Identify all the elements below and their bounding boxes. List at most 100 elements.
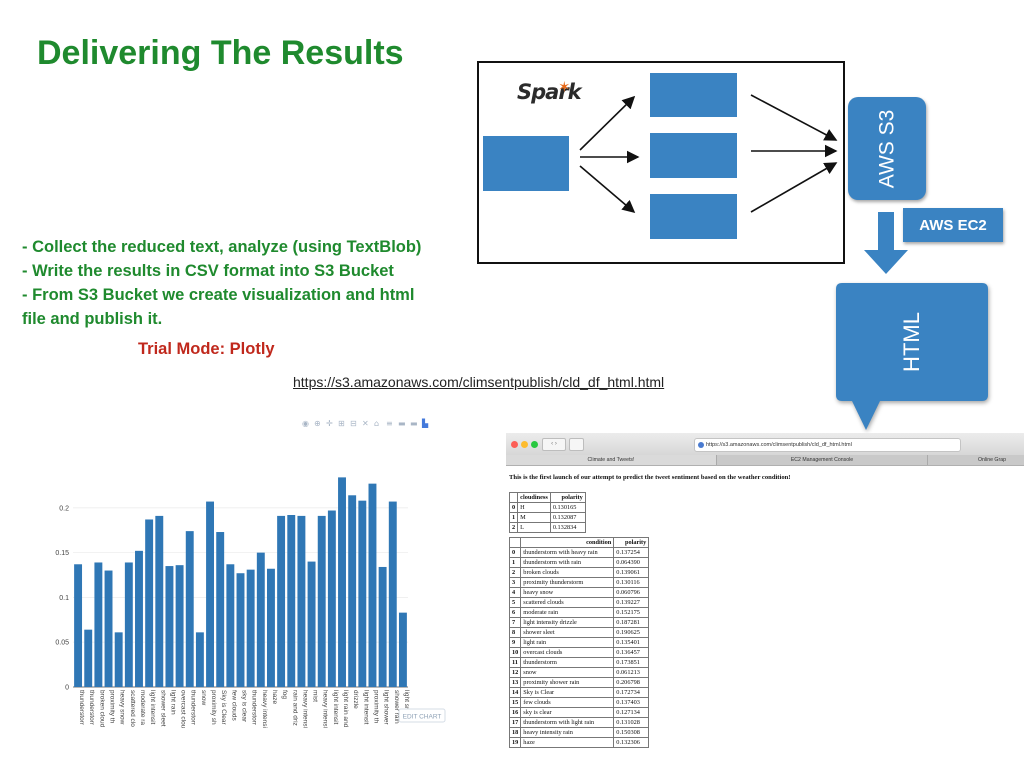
bar[interactable]: [338, 477, 346, 687]
tab-climate[interactable]: Climate and Tweets!: [506, 455, 717, 465]
table-row: 0 H 0.130165: [508, 502, 586, 513]
bar[interactable]: [297, 515, 306, 687]
bar[interactable]: [277, 515, 286, 687]
maximize-window-button[interactable]: [531, 441, 538, 448]
y-tick-label: 0.05: [55, 640, 69, 647]
bar[interactable]: [368, 483, 377, 687]
bar[interactable]: [145, 519, 154, 687]
bullet-item: file and publish it.: [22, 310, 163, 328]
bar[interactable]: [358, 500, 367, 687]
hover-compare-icon[interactable]: ▬: [410, 419, 418, 428]
spike-lines-icon[interactable]: ≡: [386, 419, 393, 428]
y-tick-label: 0.2: [59, 505, 69, 512]
table-cell: 0.187281: [613, 617, 650, 628]
x-tick-label: proximity sh: [210, 690, 217, 725]
bar[interactable]: [216, 532, 225, 687]
bar[interactable]: [256, 552, 265, 687]
hover-closest-icon[interactable]: ▬: [398, 419, 406, 428]
browser-url-bar[interactable]: https://s3.amazonaws.com/climsentpublish…: [694, 438, 961, 452]
bar[interactable]: [378, 566, 387, 687]
table-cell: heavy snow: [520, 587, 615, 598]
bar[interactable]: [388, 501, 397, 687]
table-header-cell: [508, 492, 519, 503]
tab-online-graph[interactable]: Online Grap: [978, 457, 1006, 463]
table-header-row: condition polarity: [508, 537, 650, 548]
back-forward-buttons[interactable]: ‹ ›: [542, 438, 566, 451]
bar[interactable]: [236, 573, 245, 687]
aws-s3-label: AWS S3: [875, 109, 899, 188]
bar[interactable]: [135, 550, 143, 687]
bar[interactable]: [287, 515, 296, 687]
publish-url-link[interactable]: https://s3.amazonaws.com/climsentpublish…: [293, 374, 665, 390]
bar[interactable]: [206, 501, 215, 687]
table-cell: 0.060796: [613, 587, 650, 598]
minimize-window-button[interactable]: [521, 441, 528, 448]
bar[interactable]: [114, 632, 123, 687]
pan-icon[interactable]: ✛: [326, 419, 333, 428]
sidebar-toggle-icon[interactable]: [569, 438, 584, 451]
y-tick-label: 0.15: [55, 550, 69, 557]
condition-table: condition polarity 0 thunderstorm with heav…: [508, 537, 650, 748]
spark-logo: Spark: [517, 80, 582, 104]
bullet-list: - Collect the reduced text, analyze (usi…: [22, 235, 482, 331]
x-tick-label: drizzle: [352, 690, 359, 709]
zoom-in-icon[interactable]: ⊞: [338, 419, 345, 428]
close-window-button[interactable]: [511, 441, 518, 448]
bar[interactable]: [84, 629, 93, 687]
bar[interactable]: [104, 570, 113, 687]
table-row: 2 L 0.132834: [508, 522, 586, 533]
table-cell: few clouds: [520, 697, 615, 708]
table-cell: thunderstorm with heavy rain: [520, 547, 615, 558]
table-cell: 9: [508, 637, 522, 648]
cloudiness-table: cloudiness polarity 0 H 0.130165 1 M 0.132087 2 L…: [508, 492, 586, 533]
bar[interactable]: [307, 561, 316, 687]
x-tick-label: Sky is Clear: [220, 690, 227, 726]
zoom-icon[interactable]: ⊕: [314, 419, 321, 428]
globe-icon: [698, 441, 704, 448]
table-cell: 0.190625: [613, 627, 650, 638]
aws-ec2-box: AWS EC2: [903, 208, 1003, 242]
bar[interactable]: [246, 569, 255, 687]
table-cell: 3: [508, 577, 522, 588]
x-tick-label: rain and driz: [291, 690, 298, 726]
bar[interactable]: [165, 566, 174, 687]
bullet-item: - Write the results in CSV format into S…: [22, 262, 394, 280]
worker-box-1: [650, 73, 737, 117]
zoom-out-icon[interactable]: ⊟: [350, 419, 357, 428]
bar[interactable]: [226, 564, 235, 687]
table-cell: thunderstorm with light rain: [520, 717, 615, 728]
table-header-cell: polarity: [613, 537, 650, 548]
table-row: 1 M 0.132087: [508, 512, 586, 523]
x-tick-label: light rain and: [342, 690, 349, 728]
bar[interactable]: [266, 568, 275, 687]
x-tick-label: light shower: [383, 690, 390, 726]
bar[interactable]: [155, 515, 164, 687]
bar[interactable]: [185, 531, 194, 687]
table-row: 15 few clouds 0.137403: [508, 697, 650, 708]
bar[interactable]: [74, 564, 83, 687]
x-tick-label: thunderstorr: [190, 690, 197, 726]
plotly-logo-icon[interactable]: ▙: [421, 418, 429, 428]
table-cell: snow: [520, 667, 615, 678]
home-icon[interactable]: ⌂: [374, 419, 379, 428]
bar[interactable]: [398, 612, 407, 687]
table-cell: 0.132834: [549, 522, 586, 533]
table-row: 17 thunderstorm with light rain 0.131028: [508, 717, 650, 728]
table-cell: scattered clouds: [520, 597, 615, 608]
camera-icon[interactable]: ◉: [302, 419, 309, 428]
bar[interactable]: [94, 562, 103, 687]
bar[interactable]: [317, 515, 326, 687]
table-row: 0 thunderstorm with heavy rain 0.137254: [508, 547, 650, 558]
bar[interactable]: [195, 632, 204, 687]
bar[interactable]: [348, 495, 357, 687]
x-tick-label: shower sleet: [159, 690, 166, 727]
down-arrow-icon: [864, 212, 908, 274]
autoscale-icon[interactable]: ✕: [362, 419, 369, 428]
bar[interactable]: [175, 565, 184, 687]
bar[interactable]: [327, 510, 336, 687]
table-cell: 0: [508, 547, 522, 558]
bar[interactable]: [124, 562, 133, 687]
table-cell: 0.152175: [613, 607, 650, 618]
tab-ec2-console[interactable]: EC2 Management Console: [717, 455, 928, 465]
edit-chart-button[interactable]: EDIT CHART: [398, 708, 446, 723]
